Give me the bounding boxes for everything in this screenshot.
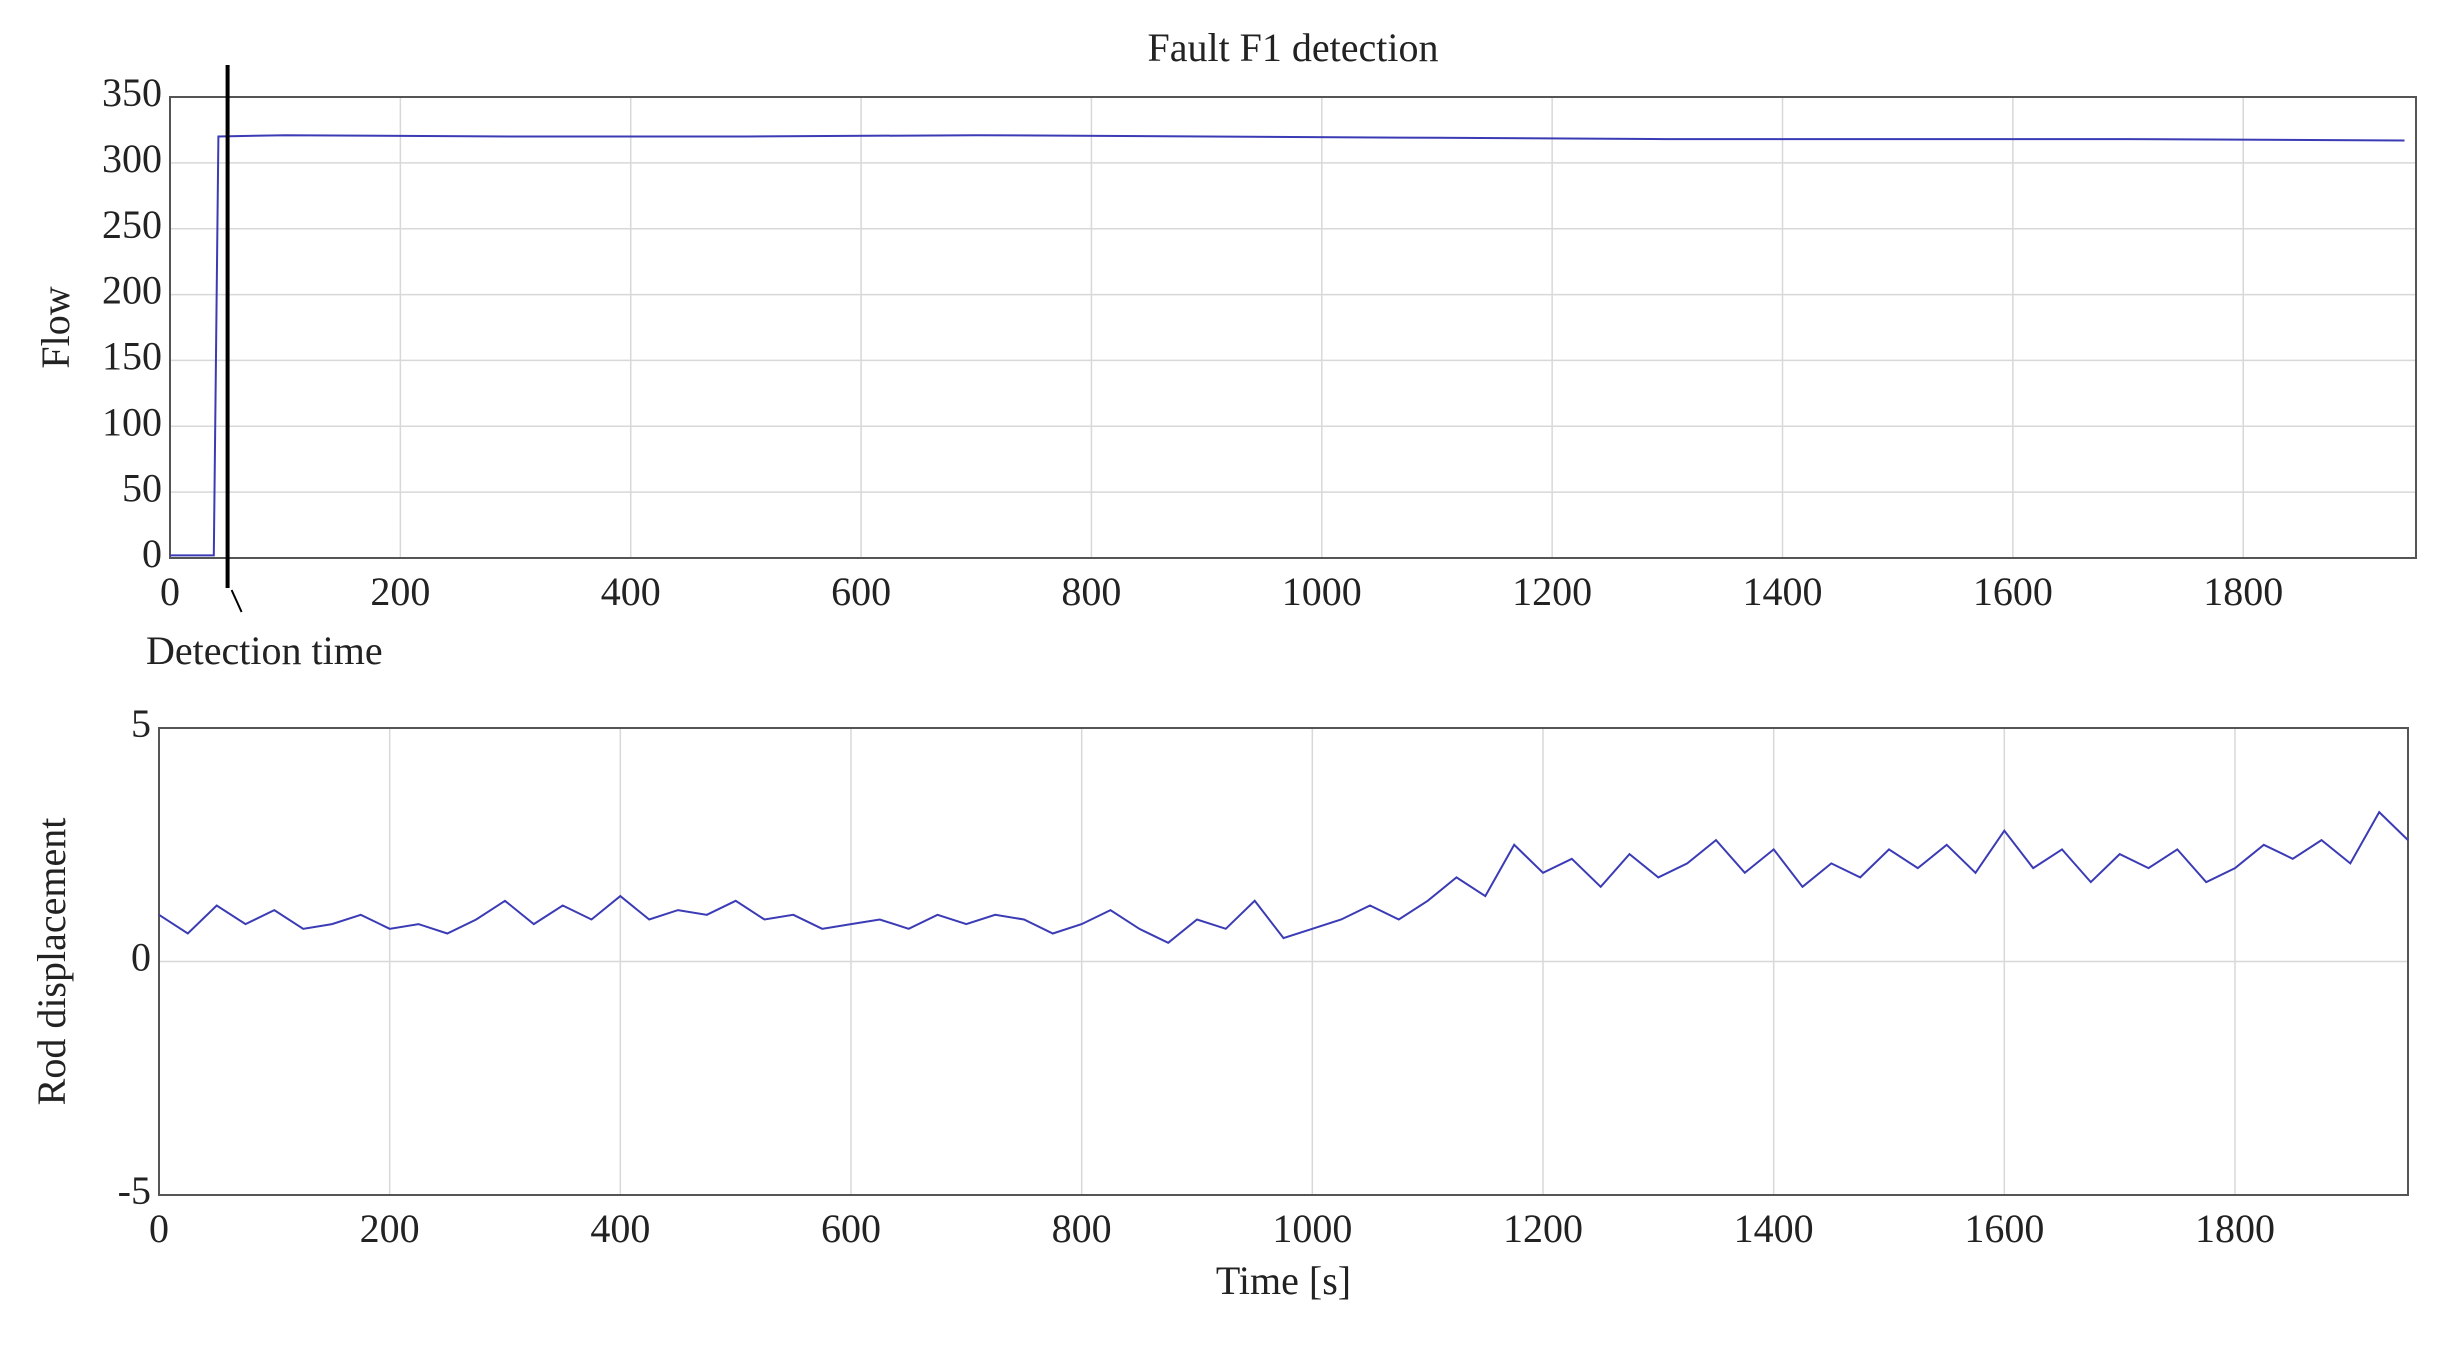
y-tick-label: 50 xyxy=(122,465,162,510)
x-tick-label: 600 xyxy=(831,569,891,614)
x-tick-label: 1000 xyxy=(1282,569,1362,614)
chart-title: Fault F1 detection xyxy=(1147,25,1438,70)
x-tick-label: 0 xyxy=(149,1206,169,1251)
plot-frame xyxy=(169,96,2417,559)
y-tick-label: -5 xyxy=(118,1168,151,1213)
x-tick-label: 400 xyxy=(590,1206,650,1251)
x-tick-label: 1200 xyxy=(1503,1206,1583,1251)
x-tick-label: 1600 xyxy=(1973,569,2053,614)
x-tick-label: 1800 xyxy=(2195,1206,2275,1251)
x-tick-label: 400 xyxy=(601,569,661,614)
annotation-text: Detection time xyxy=(146,628,383,673)
y-tick-label: 100 xyxy=(102,399,162,444)
x-tick-label: 1400 xyxy=(1734,1206,1814,1251)
x-tick-label: 0 xyxy=(160,569,180,614)
y-tick-label: 300 xyxy=(102,136,162,181)
x-tick-label: 200 xyxy=(360,1206,420,1251)
y-axis-label: Rod displacement xyxy=(29,818,74,1106)
x-tick-label: 1200 xyxy=(1512,569,1592,614)
x-tick-label: 1800 xyxy=(2203,569,2283,614)
y-tick-label: 0 xyxy=(142,531,162,576)
y-tick-label: 150 xyxy=(102,334,162,379)
data-line xyxy=(158,810,2409,944)
y-axis-label: Flow xyxy=(33,286,78,368)
x-tick-label: 1000 xyxy=(1272,1206,1352,1251)
x-tick-label: 800 xyxy=(1052,1206,1112,1251)
x-tick-label: 1600 xyxy=(1964,1206,2044,1251)
plot-frame xyxy=(158,727,2409,1196)
y-tick-label: 5 xyxy=(131,701,151,746)
x-tick-label: 600 xyxy=(821,1206,881,1251)
x-tick-label: 1400 xyxy=(1743,569,1823,614)
x-tick-label: 200 xyxy=(370,569,430,614)
x-tick-label: 800 xyxy=(1061,569,1121,614)
y-tick-label: 0 xyxy=(131,935,151,980)
y-tick-label: 250 xyxy=(102,202,162,247)
data-line xyxy=(170,134,2405,557)
annotation-arrow xyxy=(230,589,243,613)
y-tick-label: 350 xyxy=(102,70,162,115)
x-axis-label: Time [s] xyxy=(1216,1258,1351,1303)
y-tick-label: 200 xyxy=(102,268,162,313)
